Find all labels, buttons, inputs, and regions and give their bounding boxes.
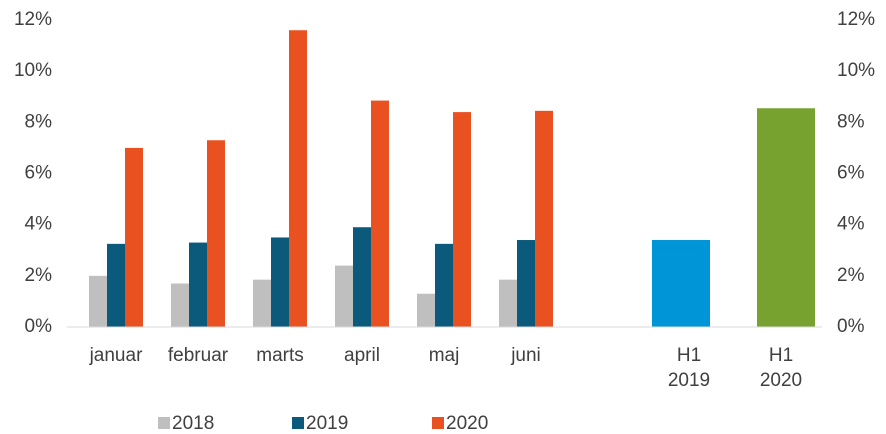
bar (107, 243, 125, 327)
legend-swatch (292, 417, 304, 429)
x-tick-label: april (344, 345, 380, 366)
y2-tick-label: 2% (837, 265, 865, 286)
bar (517, 240, 535, 327)
total-bar (652, 240, 710, 327)
bar (89, 275, 107, 327)
bar (189, 242, 207, 327)
legend-swatch (158, 417, 170, 429)
x-tick-label: juni (510, 345, 541, 366)
bar (417, 293, 435, 327)
bar (289, 30, 307, 327)
bar (271, 237, 289, 327)
x-tick-label: H1 2020 (759, 345, 803, 391)
y-tick-label: 8% (25, 111, 53, 132)
x-tick-label: januar (89, 345, 143, 366)
bar (171, 283, 189, 327)
y2-tick-label: 0% (837, 316, 865, 337)
bar (535, 110, 553, 327)
legend-label: 2018 (172, 413, 214, 434)
bar (253, 279, 271, 327)
bar (207, 140, 225, 327)
x-tick-label: marts (256, 345, 304, 366)
x-tick-label: maj (429, 345, 460, 366)
x-tick-label: februar (168, 345, 229, 366)
y-tick-label: 12% (14, 9, 52, 30)
y2-tick-label: 10% (837, 60, 875, 81)
x-tick-label: H1 2019 (667, 345, 711, 391)
y-tick-label: 0% (25, 316, 53, 337)
y2-tick-label: 12% (837, 9, 875, 30)
y2-tick-label: 6% (837, 163, 865, 184)
y2-tick-label: 4% (837, 214, 865, 235)
legend-label: 2019 (306, 413, 348, 434)
total-bar (757, 108, 815, 327)
y-tick-label: 10% (14, 60, 52, 81)
y-tick-label: 4% (25, 214, 53, 235)
bar (125, 147, 143, 327)
bar (353, 227, 371, 327)
legend-label: 2020 (446, 413, 488, 434)
bar (453, 112, 471, 327)
y-tick-label: 6% (25, 163, 53, 184)
bar (371, 100, 389, 328)
y-tick-label: 2% (25, 265, 53, 286)
bar (435, 243, 453, 327)
bar (499, 279, 517, 327)
legend-swatch (432, 417, 444, 429)
y2-tick-label: 8% (837, 111, 865, 132)
bar (335, 265, 353, 327)
